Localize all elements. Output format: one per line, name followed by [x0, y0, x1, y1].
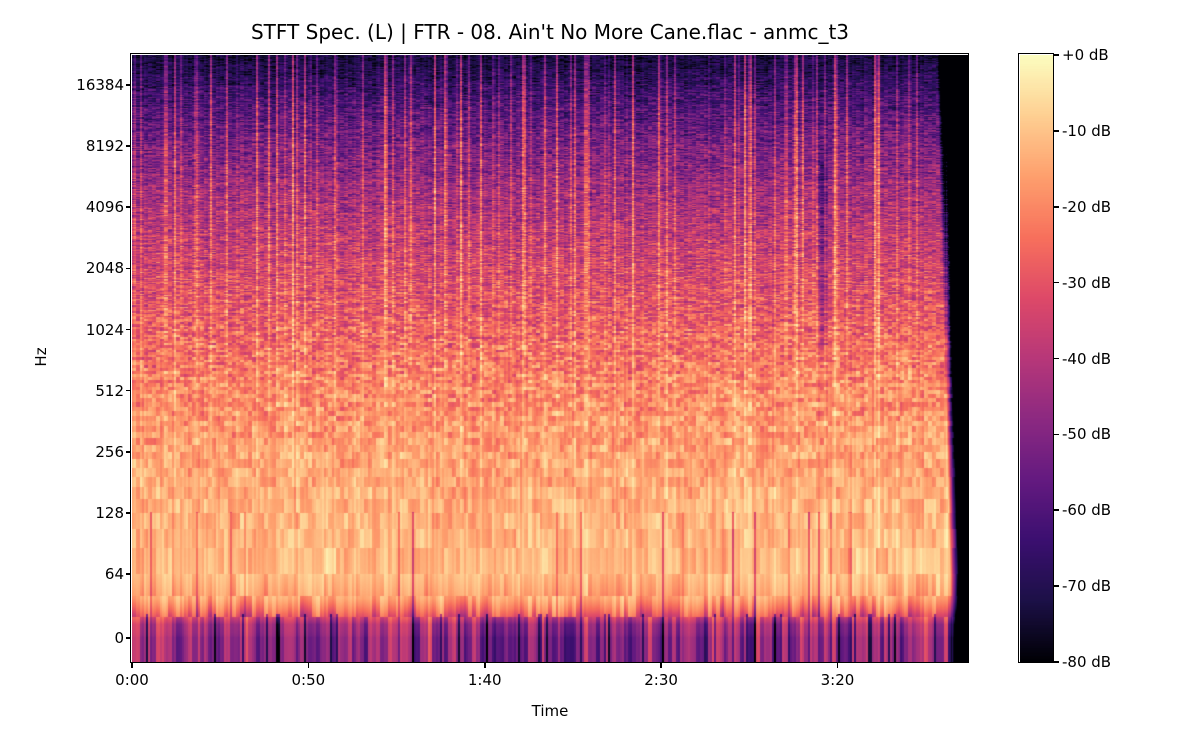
y-tick-label: 0 [114, 629, 124, 647]
y-tick-label: 16384 [76, 76, 124, 94]
plot-frame [130, 53, 969, 663]
colorbar-tick-mark [1054, 130, 1059, 132]
y-tick-label: 1024 [85, 320, 124, 339]
x-tick-label: 0:00 [115, 671, 149, 689]
colorbar-tick-label: -60 dB [1062, 501, 1112, 520]
chart-title: STFT Spec. (L) | FTR - 08. Ain't No More… [250, 20, 850, 44]
x-tick-mark [131, 663, 133, 668]
y-tick-mark [126, 512, 131, 514]
y-tick-label: 8192 [85, 137, 124, 156]
y-tick-mark [126, 84, 131, 86]
y-tick-label: 4096 [85, 198, 124, 217]
y-tick-mark [126, 573, 131, 575]
colorbar-tick-mark [1054, 433, 1059, 436]
x-tick-mark [307, 663, 310, 668]
y-tick-mark [126, 145, 131, 147]
y-tick-mark [126, 206, 131, 209]
colorbar-tick-label: -30 dB [1062, 273, 1112, 292]
y-tick-label: 2048 [85, 259, 124, 278]
y-tick-mark [126, 637, 131, 639]
x-tick-mark [483, 663, 486, 668]
x-tick-mark [660, 663, 662, 668]
y-tick-mark [126, 267, 131, 270]
colorbar-tick-mark [1054, 661, 1059, 663]
y-tick-label: 64 [104, 565, 124, 583]
y-tick-mark [126, 389, 131, 392]
colorbar-tick-label: +0 dB [1062, 46, 1109, 64]
x-axis-label: Time [531, 702, 569, 720]
colorbar-tick-mark [1054, 281, 1059, 284]
colorbar-tick-label: -40 dB [1062, 349, 1112, 368]
y-tick-label: 128 [95, 503, 124, 522]
colorbar-tick-label: -70 dB [1062, 577, 1112, 596]
x-tick-label: 0:50 [291, 671, 326, 689]
y-tick-mark [126, 450, 131, 453]
colorbar-tick-mark [1054, 357, 1059, 360]
y-axis-label: Hz [32, 347, 50, 367]
x-tick-label: 1:40 [467, 671, 502, 689]
colorbar-tick-label: -20 dB [1062, 197, 1112, 216]
y-tick-mark [126, 328, 131, 331]
colorbar-frame [1018, 53, 1054, 663]
colorbar-tick-mark [1054, 585, 1059, 587]
x-tick-label: 3:20 [820, 671, 855, 689]
colorbar-canvas [1020, 55, 1053, 662]
colorbar-tick-mark [1054, 205, 1059, 208]
y-tick-label: 256 [95, 442, 124, 461]
colorbar-tick-label: -80 dB [1062, 653, 1112, 671]
colorbar-tick-mark [1054, 54, 1059, 56]
x-tick-mark [836, 663, 839, 668]
spectrogram-canvas [132, 55, 968, 662]
colorbar-tick-label: -50 dB [1062, 425, 1112, 444]
y-tick-label: 512 [95, 381, 124, 400]
x-tick-label: 2:30 [644, 671, 678, 689]
colorbar-tick-mark [1054, 509, 1059, 512]
colorbar-tick-label: -10 dB [1062, 121, 1112, 140]
